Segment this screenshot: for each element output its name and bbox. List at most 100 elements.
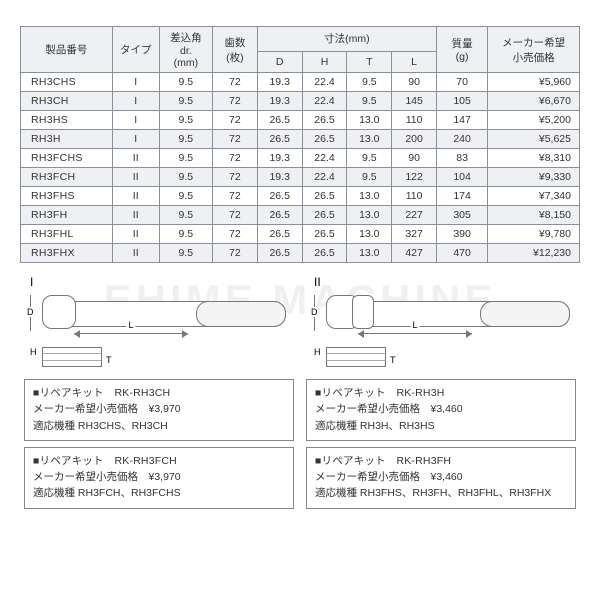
diagrams: I D L H T II D L H T (20, 273, 580, 373)
kit-title: ■リペアキット RK-RH3FH (315, 453, 567, 469)
kit-models: 適応機種 RH3H、RH3HS (315, 418, 567, 434)
table-row: RH3FCHII9.57219.322.49.5122104¥9,330 (21, 168, 580, 187)
cell-teeth: 72 (213, 130, 258, 149)
cell-H: 22.4 (302, 92, 347, 111)
dim-L-label: L (126, 320, 135, 330)
table-row: RH3FHXII9.57226.526.513.0427470¥12,230 (21, 244, 580, 263)
diagram-side (42, 347, 102, 367)
repair-kit-box: ■リペアキット RK-RH3FHメーカー希望小売価格 ¥3,460適応機種 RH… (306, 447, 576, 509)
cell-teeth: 72 (213, 187, 258, 206)
cell-mass: 174 (436, 187, 487, 206)
repair-kit-box: ■リペアキット RK-RH3Hメーカー希望小売価格 ¥3,460適応機種 RH3… (306, 379, 576, 441)
cell-drive: 9.5 (159, 244, 212, 263)
cell-price: ¥8,310 (488, 149, 580, 168)
cell-T: 9.5 (347, 168, 392, 187)
kit-price: メーカー希望小売価格 ¥3,970 (33, 401, 285, 417)
kit-title: ■リペアキット RK-RH3FCH (33, 453, 285, 469)
table-row: RH3CHI9.57219.322.49.5145105¥6,670 (21, 92, 580, 111)
cell-model: RH3FCHS (21, 149, 113, 168)
cell-L: 327 (392, 225, 437, 244)
cell-price: ¥6,670 (488, 92, 580, 111)
cell-type: I (112, 73, 159, 92)
cell-price: ¥5,200 (488, 111, 580, 130)
cell-T: 13.0 (347, 244, 392, 263)
cell-model: RH3FHX (21, 244, 113, 263)
table-row: RH3FHLII9.57226.526.513.0327390¥9,780 (21, 225, 580, 244)
kit-models: 適応機種 RH3CHS、RH3CH (33, 418, 285, 434)
diagram-label: I (30, 275, 33, 289)
cell-teeth: 72 (213, 206, 258, 225)
cell-mass: 305 (436, 206, 487, 225)
cell-L: 427 (392, 244, 437, 263)
th-mass: 質量 (g) (436, 27, 487, 73)
cell-L: 227 (392, 206, 437, 225)
cell-price: ¥5,960 (488, 73, 580, 92)
cell-H: 22.4 (302, 73, 347, 92)
cell-D: 19.3 (257, 149, 302, 168)
cell-D: 19.3 (257, 92, 302, 111)
dim-T-label: T (106, 355, 112, 365)
dim-H-label: H (30, 347, 37, 357)
cell-mass: 390 (436, 225, 487, 244)
cell-T: 9.5 (347, 73, 392, 92)
cell-teeth: 72 (213, 149, 258, 168)
diagram-head-swivel (352, 295, 374, 329)
th-T: T (347, 51, 392, 72)
th-model: 製品番号 (21, 27, 113, 73)
cell-T: 13.0 (347, 187, 392, 206)
cell-L: 110 (392, 187, 437, 206)
th-teeth: 歯数 (枚) (213, 27, 258, 73)
dim-L-label: L (410, 320, 419, 330)
cell-drive: 9.5 (159, 149, 212, 168)
cell-D: 26.5 (257, 244, 302, 263)
cell-type: II (112, 187, 159, 206)
cell-type: II (112, 168, 159, 187)
dim-L: L (358, 333, 472, 343)
cell-H: 26.5 (302, 206, 347, 225)
kit-title: ■リペアキット RK-RH3CH (33, 385, 285, 401)
cell-teeth: 72 (213, 244, 258, 263)
dim-D-label: D (311, 307, 318, 317)
cell-drive: 9.5 (159, 206, 212, 225)
cell-drive: 9.5 (159, 168, 212, 187)
dim-T-label: T (390, 355, 396, 365)
cell-teeth: 72 (213, 92, 258, 111)
diagram-grip (196, 301, 286, 327)
cell-L: 90 (392, 73, 437, 92)
cell-mass: 104 (436, 168, 487, 187)
cell-D: 19.3 (257, 73, 302, 92)
cell-H: 26.5 (302, 130, 347, 149)
dim-D: D (314, 295, 324, 331)
cell-drive: 9.5 (159, 187, 212, 206)
cell-H: 22.4 (302, 168, 347, 187)
cell-model: RH3HS (21, 111, 113, 130)
cell-mass: 105 (436, 92, 487, 111)
spec-table: 製品番号 タイプ 差込角 dr. (mm) 歯数 (枚) 寸法(mm) 質量 (… (20, 26, 580, 263)
cell-model: RH3FHS (21, 187, 113, 206)
dim-L: L (74, 333, 188, 343)
diagram-type-2: II D L H T (308, 273, 576, 373)
cell-L: 145 (392, 92, 437, 111)
cell-drive: 9.5 (159, 111, 212, 130)
dim-D-label: D (27, 307, 34, 317)
cell-T: 13.0 (347, 225, 392, 244)
table-row: RH3FHII9.57226.526.513.0227305¥8,150 (21, 206, 580, 225)
th-H: H (302, 51, 347, 72)
dim-H-label: H (314, 347, 321, 357)
cell-model: RH3FH (21, 206, 113, 225)
cell-H: 26.5 (302, 111, 347, 130)
cell-H: 26.5 (302, 187, 347, 206)
repair-kit-box: ■リペアキット RK-RH3FCHメーカー希望小売価格 ¥3,970適応機種 R… (24, 447, 294, 509)
cell-model: RH3FHL (21, 225, 113, 244)
cell-mass: 240 (436, 130, 487, 149)
table-row: RH3HSI9.57226.526.513.0110147¥5,200 (21, 111, 580, 130)
cell-type: I (112, 92, 159, 111)
diagram-type-1: I D L H T (24, 273, 292, 373)
cell-price: ¥9,780 (488, 225, 580, 244)
spec-table-body: RH3CHSI9.57219.322.49.59070¥5,960RH3CHI9… (21, 73, 580, 263)
th-type: タイプ (112, 27, 159, 73)
cell-D: 26.5 (257, 206, 302, 225)
cell-price: ¥8,150 (488, 206, 580, 225)
cell-drive: 9.5 (159, 73, 212, 92)
cell-mass: 83 (436, 149, 487, 168)
